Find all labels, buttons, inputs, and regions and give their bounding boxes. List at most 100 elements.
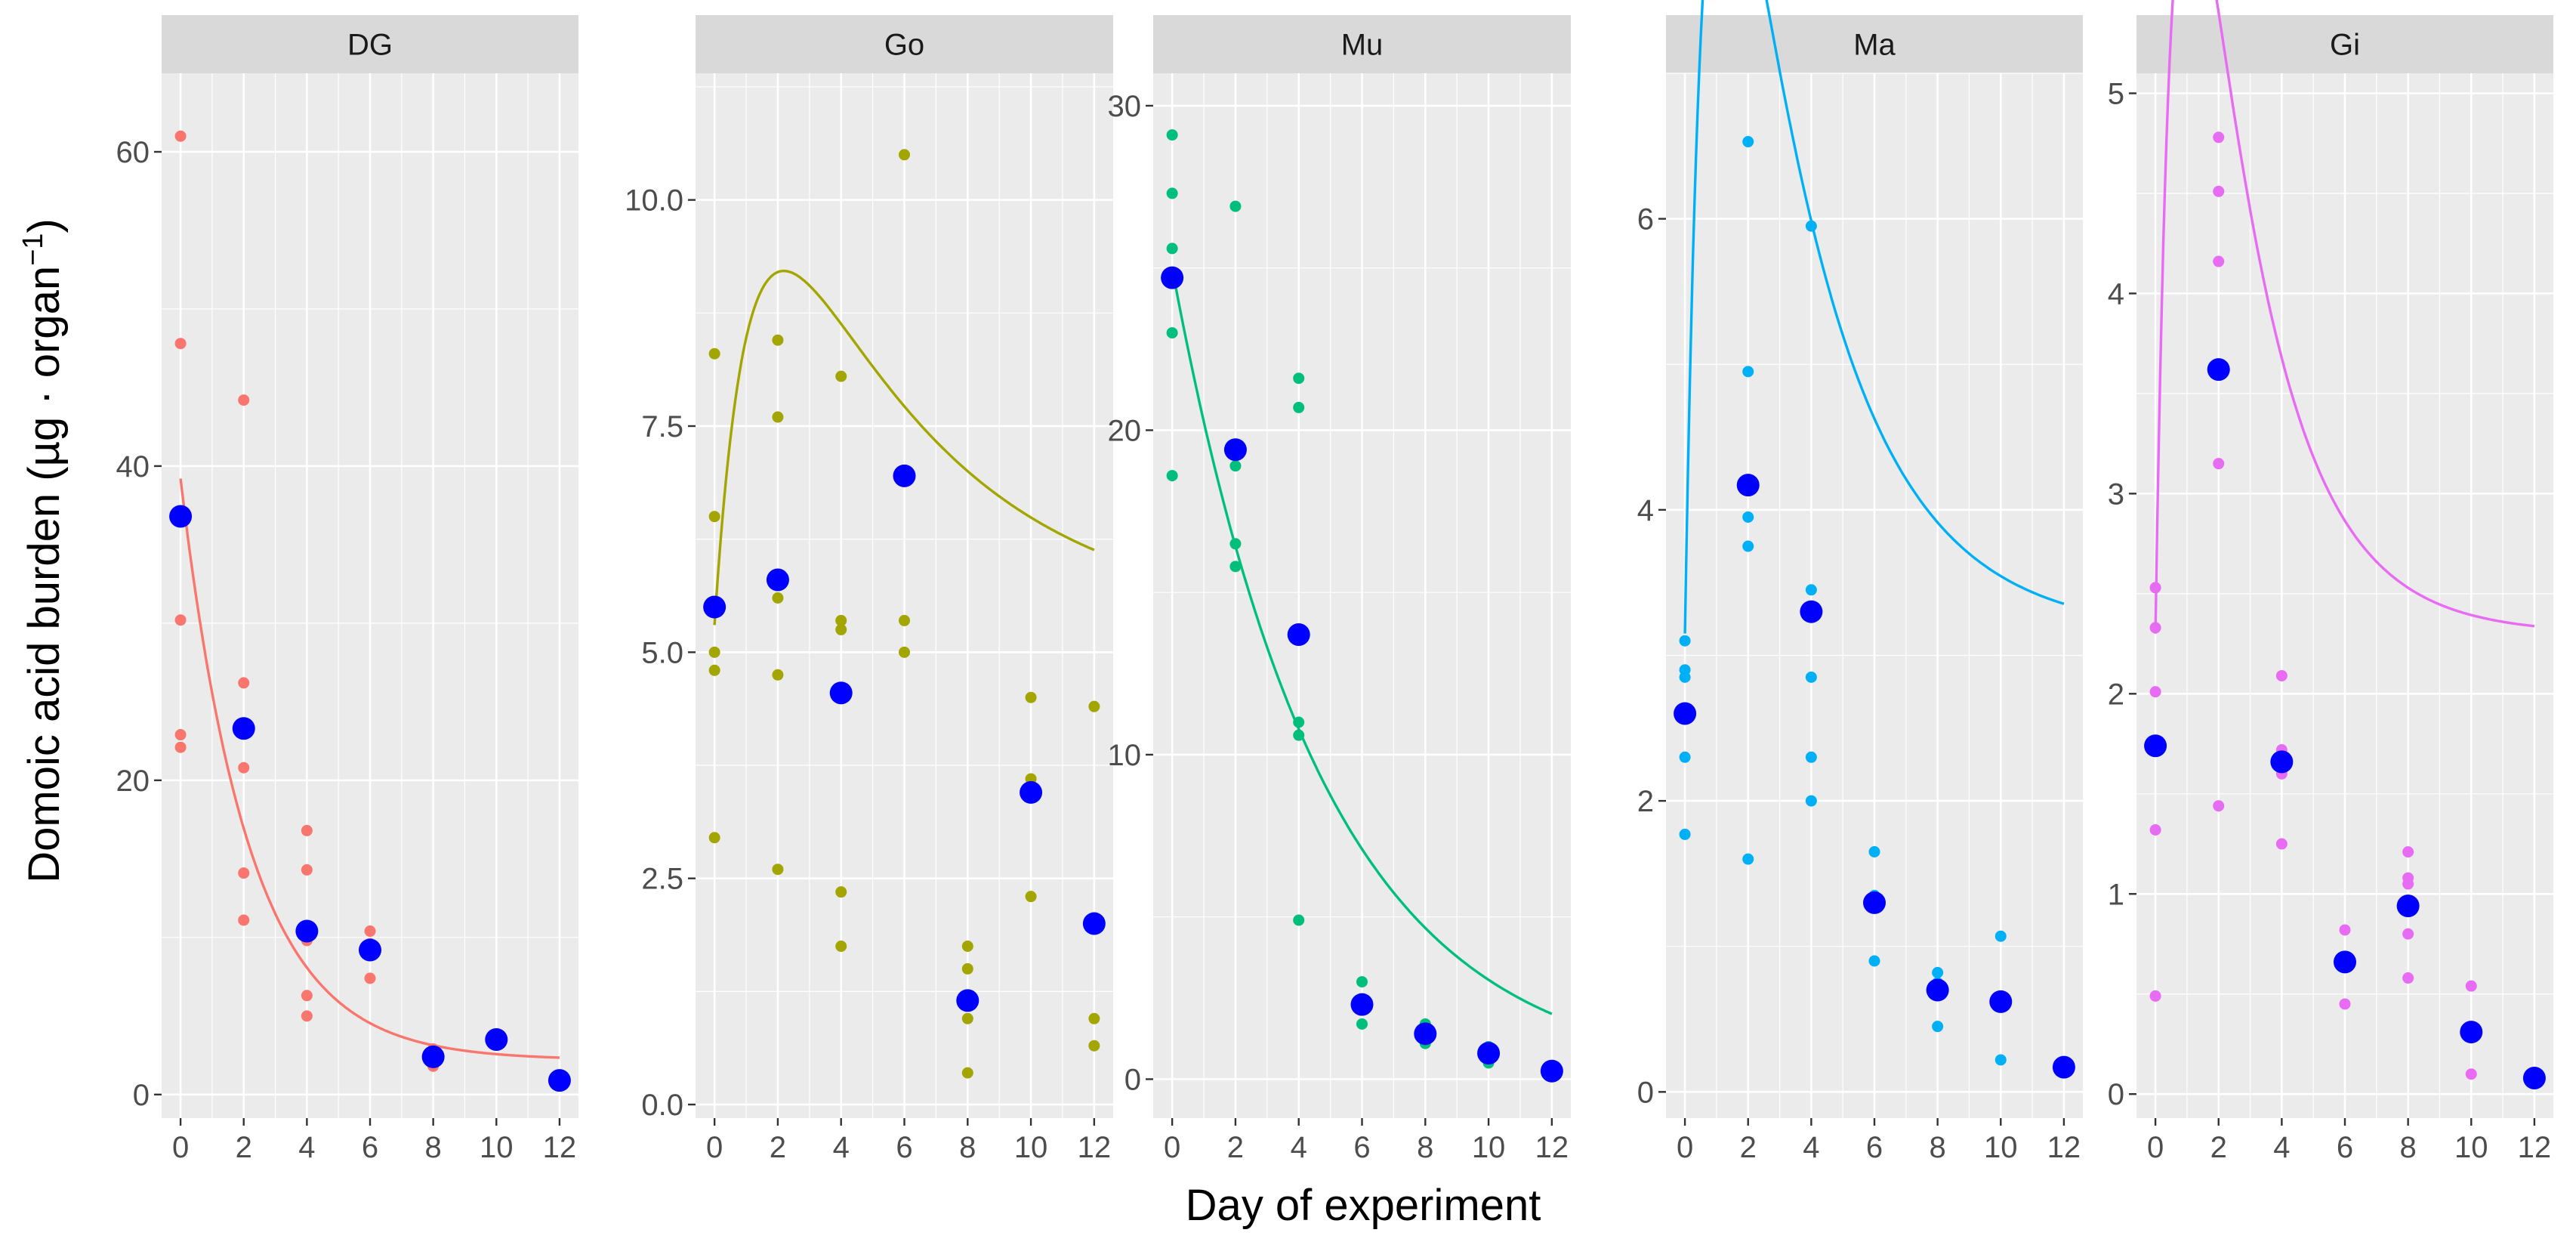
data-point	[835, 614, 847, 626]
x-tick-label: 2	[2210, 1131, 2227, 1164]
y-axis-title: Domoic acid burden (µg · organ−1)	[17, 218, 69, 882]
x-tick-label: 4	[1291, 1131, 1307, 1164]
data-point	[2402, 878, 2414, 890]
mean-point	[1350, 993, 1374, 1016]
data-point	[1679, 751, 1691, 763]
data-point	[835, 370, 847, 382]
y-tick-label: 0	[1637, 1076, 1654, 1109]
mean-point	[1161, 266, 1184, 289]
x-tick-label: 8	[959, 1131, 976, 1164]
y-tick-label: 3	[2108, 477, 2124, 511]
x-tick-label: 8	[425, 1131, 442, 1164]
mean-point	[893, 464, 916, 487]
data-point	[1805, 795, 1817, 807]
mean-point	[1223, 438, 1247, 462]
data-point	[364, 972, 376, 984]
data-point	[1229, 200, 1242, 212]
data-point	[2465, 980, 2477, 992]
facet-strip-label: DG	[347, 29, 393, 62]
fit-curve	[179, 478, 560, 1059]
x-tick-label: 6	[1866, 1131, 1883, 1164]
data-point	[1356, 976, 1368, 988]
x-tick-label: 2	[236, 1131, 252, 1164]
data-point	[2402, 928, 2414, 940]
facet-strip	[1666, 15, 2083, 73]
x-tick-label: 4	[298, 1131, 315, 1164]
facet-dg: DG 0 20 40 60 0 2 4 6 8 10 12	[116, 15, 578, 1164]
x-tick-label: 0	[1677, 1131, 1693, 1164]
mean-point	[2207, 358, 2230, 382]
mean-point	[1287, 623, 1310, 647]
data-point	[1229, 460, 1242, 472]
data-point	[1293, 372, 1305, 385]
mean-point	[1020, 780, 1043, 804]
x-tick-label: 10	[2454, 1131, 2488, 1164]
data-point	[1025, 691, 1037, 703]
data-point	[1166, 470, 1178, 482]
data-point	[708, 664, 720, 676]
mean-point	[232, 717, 255, 740]
data-point	[772, 334, 784, 346]
data-point	[301, 990, 313, 1002]
data-point	[2402, 846, 2414, 858]
y-axis-title-exponent: −1	[17, 233, 49, 266]
data-point	[835, 886, 847, 898]
mean-point	[2460, 1021, 2483, 1044]
data-point	[174, 741, 187, 753]
data-point	[174, 130, 187, 142]
data-point	[1742, 853, 1754, 865]
y-tick-label: 0.0	[641, 1089, 683, 1122]
data-point	[1868, 955, 1880, 967]
x-tick-label: 10	[1014, 1131, 1048, 1164]
y-tick-label: 4	[2108, 277, 2124, 310]
data-point	[2402, 972, 2414, 984]
facet-strip-label: Ma	[1853, 29, 1896, 62]
data-point	[1868, 846, 1880, 858]
y-tick-label: 5	[2108, 77, 2124, 110]
x-tick-label: 10	[1472, 1131, 1506, 1164]
mean-point	[1800, 600, 1823, 623]
data-point	[2213, 800, 2225, 812]
facet-mu: Mu 0 10 20 30 0 2 4 6 8 10 12	[1108, 15, 1571, 1164]
mean-point	[1863, 891, 1886, 914]
y-tick-label: 30	[1108, 90, 1142, 123]
mean-point	[1736, 474, 1760, 497]
data-point	[238, 762, 250, 774]
x-tick-label: 12	[2518, 1131, 2552, 1164]
x-tick-label: 2	[770, 1131, 786, 1164]
x-tick-label: 2	[1227, 1131, 1244, 1164]
mean-point	[1674, 702, 1697, 725]
mean-point	[1082, 912, 1106, 935]
mean-point	[766, 568, 789, 592]
x-tick-label: 4	[833, 1131, 850, 1164]
fit-curve	[2154, 0, 2535, 634]
y-tick-label: 40	[116, 450, 150, 484]
mean-point	[703, 595, 727, 619]
mean-point	[2522, 1067, 2546, 1090]
mean-point	[485, 1028, 508, 1052]
x-tick-label: 6	[1353, 1131, 1370, 1164]
data-point	[1293, 401, 1305, 413]
data-point	[301, 824, 313, 836]
data-point	[1166, 129, 1178, 141]
data-point	[1356, 1018, 1368, 1030]
y-tick-label: 2	[2108, 678, 2124, 711]
data-point	[772, 592, 784, 604]
fit-curve	[1171, 267, 1553, 1015]
data-point	[899, 646, 910, 658]
data-point	[238, 914, 250, 926]
x-tick-label: 8	[2400, 1131, 2417, 1164]
y-axis-title-main: Domoic acid burden (µg · organ	[20, 266, 69, 883]
facet-strip-label: Mu	[1341, 29, 1384, 62]
y-tick-label: 6	[1637, 203, 1654, 236]
data-point	[1229, 561, 1242, 573]
data-point	[1994, 930, 2007, 942]
data-point	[1742, 366, 1754, 378]
facet-strip-label: Gi	[2330, 29, 2360, 62]
mean-point	[421, 1045, 445, 1068]
data-point	[961, 1012, 973, 1024]
data-point	[1088, 1012, 1100, 1024]
data-point	[1088, 1040, 1100, 1052]
